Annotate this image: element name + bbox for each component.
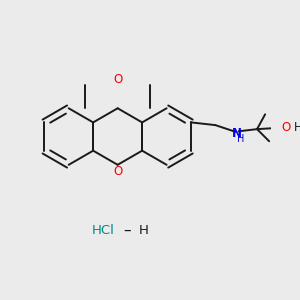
Text: –: – <box>123 223 130 238</box>
Text: N: N <box>232 127 242 140</box>
Text: H: H <box>139 224 149 237</box>
Text: O: O <box>282 121 291 134</box>
Text: HCl: HCl <box>92 224 115 237</box>
Text: H: H <box>294 121 300 134</box>
Text: O: O <box>113 165 122 178</box>
Text: O: O <box>113 73 122 86</box>
Text: H: H <box>237 134 244 144</box>
